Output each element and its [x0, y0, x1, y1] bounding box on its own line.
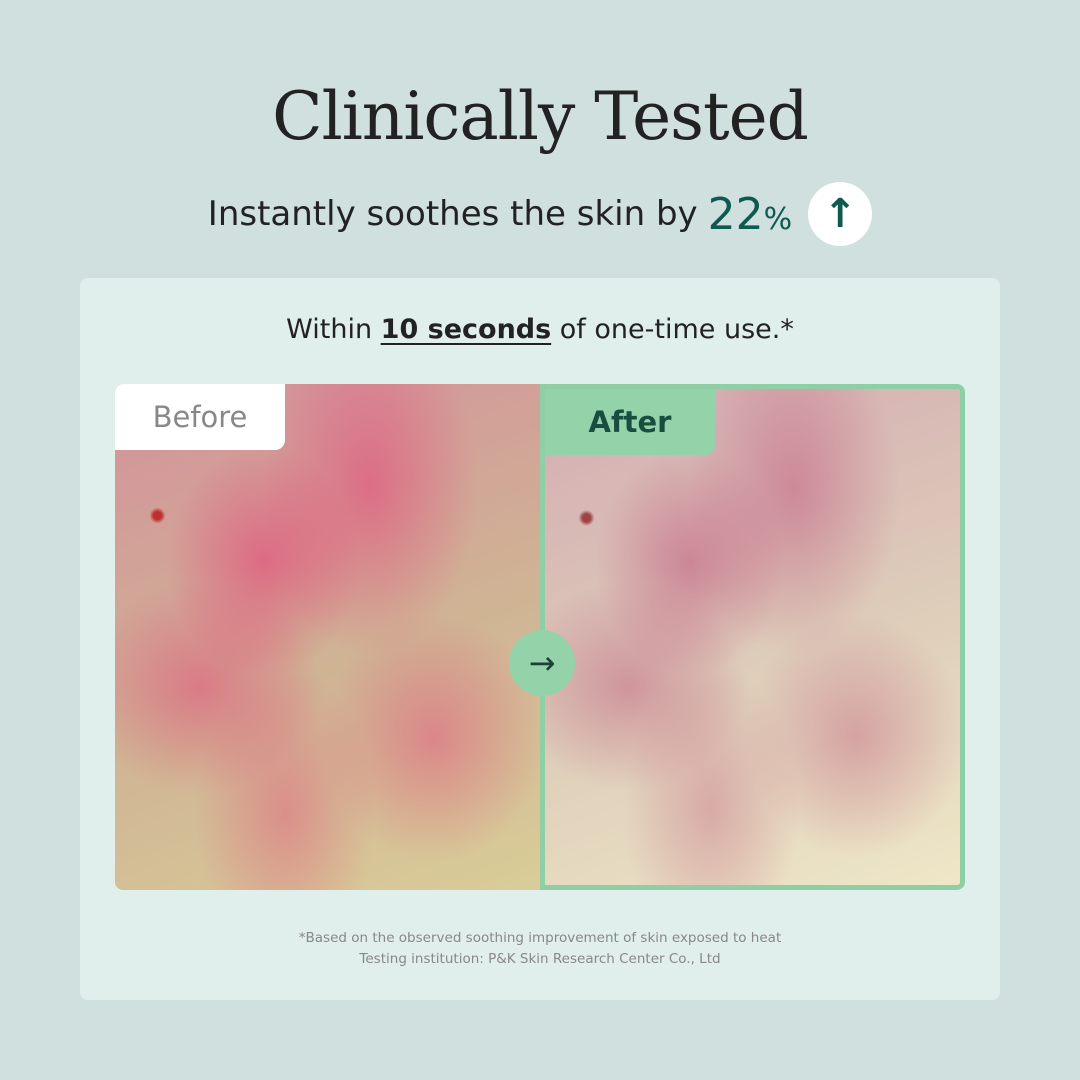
- comparison-panel: Within 10 seconds of one-time use.* Befo…: [80, 278, 1000, 1000]
- after-skin-photo: [545, 389, 960, 885]
- before-skin-photo: [115, 384, 540, 890]
- footnote-line-1: *Based on the observed soothing improvem…: [298, 930, 782, 946]
- after-label: After: [545, 389, 715, 455]
- page-title: Clinically Tested: [272, 78, 809, 155]
- intro-highlight: 10 seconds: [380, 314, 552, 345]
- footnote: *Based on the observed soothing improvem…: [80, 928, 1000, 970]
- arrow-right-icon: →: [509, 630, 575, 696]
- before-label: Before: [115, 384, 285, 450]
- intro-text: Within 10 seconds of one-time use.*: [80, 314, 1000, 345]
- intro-prefix: Within: [286, 314, 373, 345]
- subtitle: Instantly soothes the skin by 22% ↑: [0, 182, 1080, 246]
- intro-suffix: of one-time use.*: [559, 314, 794, 345]
- percent-sign: %: [763, 201, 793, 237]
- percent-number: 22: [707, 188, 764, 240]
- percent-value: 22%: [708, 189, 793, 240]
- after-image: After: [540, 384, 965, 890]
- subtitle-text: Instantly soothes the skin by: [207, 194, 698, 234]
- footnote-line-2: Testing institution: P&K Skin Research C…: [359, 951, 721, 967]
- before-image: Before: [115, 384, 540, 890]
- arrow-up-icon: ↑: [808, 182, 873, 246]
